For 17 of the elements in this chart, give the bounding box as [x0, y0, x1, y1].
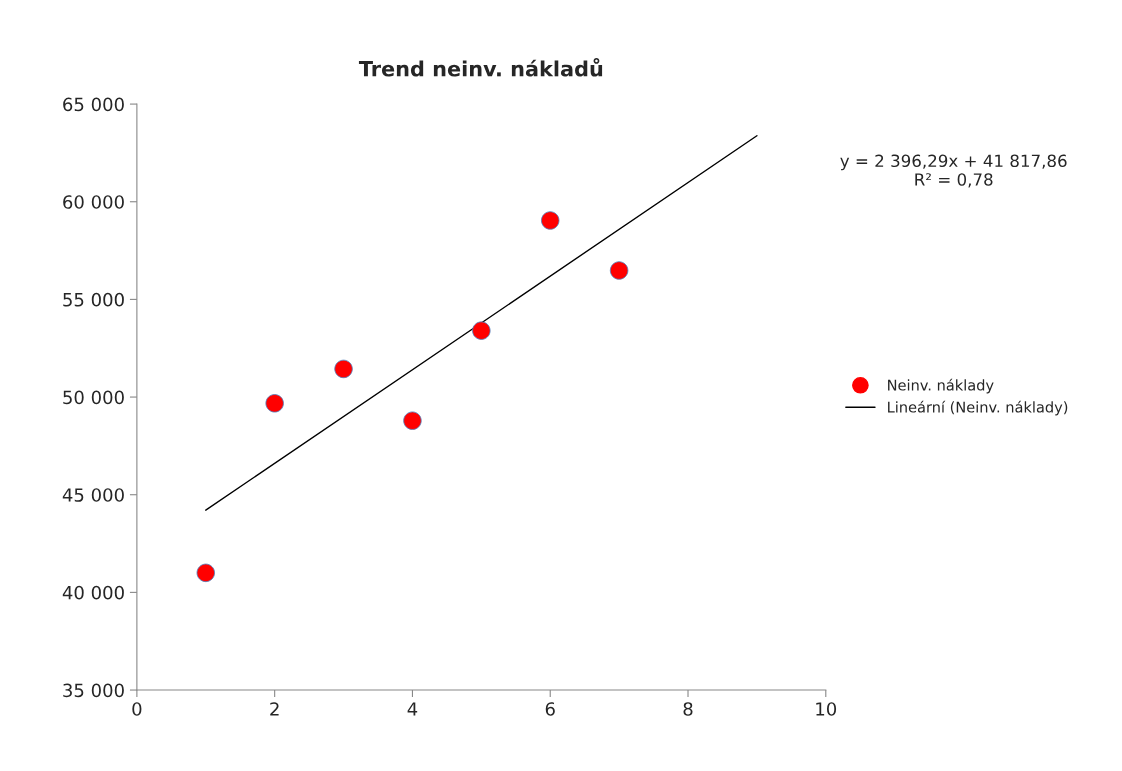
y-tick-label: 35 000	[63, 683, 124, 698]
y-tick-label: 50 000	[63, 390, 124, 405]
y-tick-label: 60 000	[63, 195, 124, 209]
y-tick-label: 45 000	[62, 488, 124, 502]
x-tick-label: 0	[132, 702, 142, 716]
x-tick-label: 6	[545, 702, 555, 716]
x-tick-label: 4	[407, 702, 418, 716]
y-tick-label: 65 000	[63, 97, 124, 112]
x-tick-label: 8	[683, 702, 693, 716]
legend-label: Neinv. náklady	[888, 378, 994, 394]
legend-label: Lineární (Neinv. náklady)	[888, 400, 1068, 416]
chart-title: Trend neinv. nákladů	[358, 58, 603, 77]
text: y = 2 396,29x + 41 817,86 R² = 0,78	[840, 154, 1067, 188]
y-tick-label: 55 000	[63, 292, 124, 307]
y-tick-label: 40 000	[62, 585, 124, 600]
x-tick-label: 10	[816, 702, 837, 716]
x-tick-label: 2	[270, 702, 279, 716]
